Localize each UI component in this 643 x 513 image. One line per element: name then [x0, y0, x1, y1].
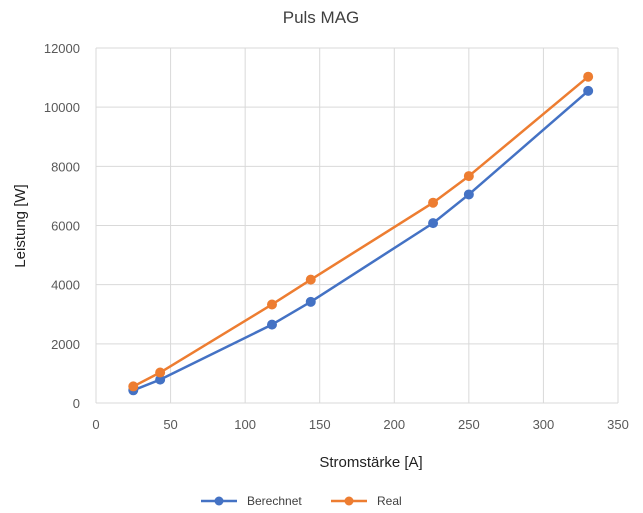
data-point-berechnet: [305, 296, 316, 307]
chart-title: Puls MAG: [283, 8, 360, 27]
data-point-real: [463, 171, 474, 182]
data-point-berechnet: [266, 319, 277, 330]
x-tick-label: 350: [607, 417, 629, 432]
legend-item-real: Real: [331, 494, 402, 508]
legend-marker-real: [344, 496, 354, 506]
y-tick-label: 12000: [44, 41, 80, 56]
legend-item-berechnet: Berechnet: [201, 494, 302, 508]
series-line-real: [132, 75, 590, 388]
y-tick-label: 10000: [44, 100, 80, 115]
legend-marker-berechnet: [214, 496, 224, 506]
data-point-real: [583, 71, 594, 82]
data-point-real: [155, 367, 166, 378]
x-tick-label: 250: [458, 417, 480, 432]
data-point-real: [266, 299, 277, 310]
legend: Berechnet Real: [201, 494, 402, 508]
x-tick-label: 50: [163, 417, 177, 432]
data-point-real: [305, 274, 316, 285]
y-tick-label: 2000: [51, 337, 80, 352]
x-tick-label: 150: [309, 417, 331, 432]
data-point-berechnet: [428, 218, 439, 229]
y-tick-label: 8000: [51, 159, 80, 174]
y-axis-title: Leistung [W]: [12, 184, 29, 267]
y-tick-label: 0: [73, 396, 80, 411]
x-tick-label: 100: [234, 417, 256, 432]
y-axis-ticks: 0 2000 4000 6000 8000 10000 12000: [44, 41, 80, 411]
legend-label-berechnet: Berechnet: [247, 494, 302, 508]
data-point-real: [428, 197, 439, 208]
x-axis-ticks: 0 50 100 150 200 250 300 350: [92, 417, 628, 432]
y-tick-label: 4000: [51, 278, 80, 293]
series-group: [128, 71, 594, 396]
data-point-real: [128, 381, 139, 392]
data-point-berechnet: [463, 189, 474, 200]
x-tick-label: 200: [383, 417, 405, 432]
legend-label-real: Real: [377, 494, 402, 508]
series-line-berechnet: [132, 89, 590, 392]
x-axis-title: Stromstärke [A]: [319, 454, 422, 471]
data-point-berechnet: [583, 85, 594, 96]
x-tick-label: 300: [533, 417, 555, 432]
series-real: [128, 71, 594, 392]
grid: [95, 47, 619, 404]
x-tick-label: 0: [92, 417, 99, 432]
y-tick-label: 6000: [51, 219, 80, 234]
